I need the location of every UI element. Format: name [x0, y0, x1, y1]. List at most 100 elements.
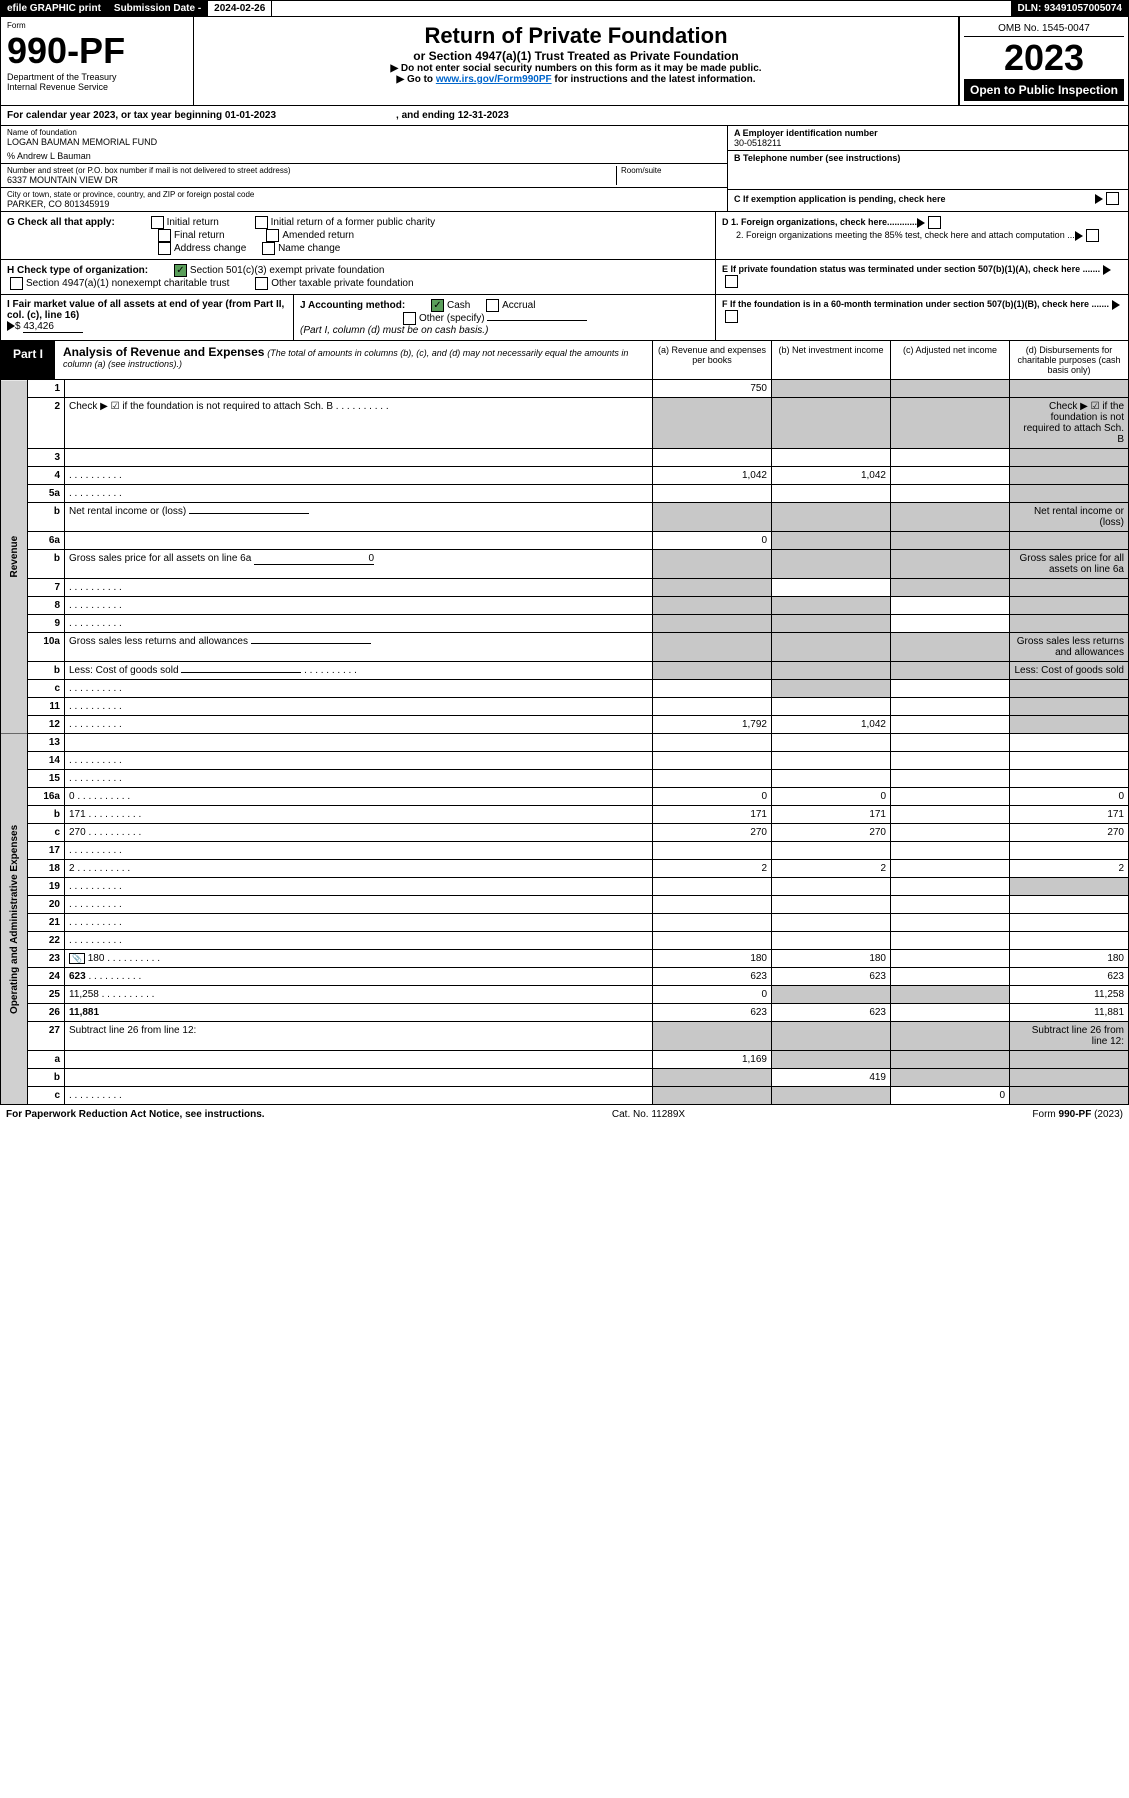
- g-initial-cb[interactable]: [151, 216, 164, 229]
- d2-label: 2. Foreign organizations meeting the 85%…: [736, 230, 1075, 240]
- arrow-icon: [7, 321, 15, 331]
- line-number: 18: [28, 860, 65, 878]
- h-4947-cb[interactable]: [10, 277, 23, 290]
- subdate-label: Submission Date -: [108, 1, 208, 16]
- amt-b: [772, 734, 891, 752]
- amt-d: 0: [1010, 788, 1129, 806]
- line-desc: [65, 615, 653, 633]
- line-desc: [65, 716, 653, 734]
- line-number: 21: [28, 914, 65, 932]
- amt-b: [772, 986, 891, 1004]
- amt-d: [1010, 680, 1129, 698]
- col-c: (c) Adjusted net income: [890, 341, 1009, 379]
- line-desc: [65, 1051, 653, 1069]
- amt-c: [891, 662, 1010, 680]
- amt-b: [772, 633, 891, 662]
- h-other-cb[interactable]: [255, 277, 268, 290]
- amt-d: [1010, 532, 1129, 550]
- amt-b: 0: [772, 788, 891, 806]
- line-number: b: [28, 662, 65, 680]
- part1-title: Analysis of Revenue and Expenses: [63, 345, 264, 359]
- amt-b: [772, 532, 891, 550]
- line-desc: [65, 449, 653, 467]
- g-initpub-cb[interactable]: [255, 216, 268, 229]
- amt-d: Gross sales less returns and allowances: [1010, 633, 1129, 662]
- f-cb[interactable]: [725, 310, 738, 323]
- co-name: % Andrew L Bauman: [7, 151, 721, 161]
- line-desc: [65, 842, 653, 860]
- j-accrual-cb[interactable]: [486, 299, 499, 312]
- line-number: a: [28, 1051, 65, 1069]
- line-number: 25: [28, 986, 65, 1004]
- line-number: 3: [28, 449, 65, 467]
- j-other-cb[interactable]: [403, 312, 416, 325]
- g-addr-cb[interactable]: [158, 242, 171, 255]
- form-left: Form 990-PF Department of the Treasury I…: [1, 17, 194, 105]
- line-number: 2: [28, 398, 65, 449]
- amt-c: [891, 1069, 1010, 1087]
- side-expenses: Operating and Administrative Expenses: [1, 734, 28, 1105]
- line-desc: 623: [65, 968, 653, 986]
- arrow-icon: [1095, 194, 1103, 204]
- line-desc: Less: Cost of goods sold: [65, 662, 653, 680]
- line-number: c: [28, 824, 65, 842]
- amt-d: [1010, 698, 1129, 716]
- d1-cb[interactable]: [928, 216, 941, 229]
- room-label: Room/suite: [621, 166, 721, 175]
- d2-cb[interactable]: [1086, 229, 1099, 242]
- part1-cols: (a) Revenue and expenses per books (b) N…: [652, 341, 1128, 379]
- line-number: 27: [28, 1022, 65, 1051]
- amt-b: [772, 615, 891, 633]
- amt-a: 2: [653, 860, 772, 878]
- amt-b: [772, 449, 891, 467]
- h-501-cb[interactable]: [174, 264, 187, 277]
- info-left: Name of foundation LOGAN BAUMAN MEMORIAL…: [1, 126, 727, 211]
- amt-a: [653, 680, 772, 698]
- amt-b: [772, 503, 891, 532]
- amt-c: [891, 467, 1010, 485]
- instr1: ▶ Do not enter social security numbers o…: [200, 63, 952, 74]
- g-amend-cb[interactable]: [266, 229, 279, 242]
- section-ij-row: I Fair market value of all assets at end…: [0, 295, 1129, 341]
- line-desc: [65, 734, 653, 752]
- irs-link[interactable]: www.irs.gov/Form990PF: [436, 74, 552, 85]
- amt-d: [1010, 1051, 1129, 1069]
- line-desc: Gross sales less returns and allowances: [65, 633, 653, 662]
- footer-left: For Paperwork Reduction Act Notice, see …: [6, 1109, 265, 1120]
- line-number: b: [28, 1069, 65, 1087]
- line-desc: [65, 896, 653, 914]
- g-final-cb[interactable]: [158, 229, 171, 242]
- i-label: I Fair market value of all assets at end…: [7, 299, 284, 321]
- c-checkbox[interactable]: [1106, 192, 1119, 205]
- line-number: 20: [28, 896, 65, 914]
- tel-label: B Telephone number (see instructions): [734, 153, 1122, 163]
- addr-label: Number and street (or P.O. box number if…: [7, 166, 616, 175]
- amt-c: [891, 398, 1010, 449]
- amt-b: 623: [772, 968, 891, 986]
- line-number: 6a: [28, 532, 65, 550]
- irs: Internal Revenue Service: [7, 82, 187, 92]
- line-desc: [65, 698, 653, 716]
- g-name-cb[interactable]: [262, 242, 275, 255]
- amt-a: [653, 698, 772, 716]
- amt-d: 2: [1010, 860, 1129, 878]
- arrow-icon: [1112, 300, 1120, 310]
- amt-c: [891, 597, 1010, 615]
- subtitle: or Section 4947(a)(1) Trust Treated as P…: [200, 49, 952, 63]
- c-label: C If exemption application is pending, c…: [734, 194, 946, 204]
- calendar-year: For calendar year 2023, or tax year begi…: [0, 106, 1129, 126]
- amt-b: 1,042: [772, 467, 891, 485]
- amt-d: [1010, 896, 1129, 914]
- j-cash-cb[interactable]: [431, 299, 444, 312]
- line-number: 11: [28, 698, 65, 716]
- line-desc: [65, 1087, 653, 1105]
- amt-d: [1010, 716, 1129, 734]
- arrow-icon: [1103, 265, 1111, 275]
- amt-c: [891, 716, 1010, 734]
- line-desc: [65, 680, 653, 698]
- line-desc: 270: [65, 824, 653, 842]
- amt-b: [772, 380, 891, 398]
- amt-c: [891, 579, 1010, 597]
- e-cb[interactable]: [725, 275, 738, 288]
- amt-d: [1010, 914, 1129, 932]
